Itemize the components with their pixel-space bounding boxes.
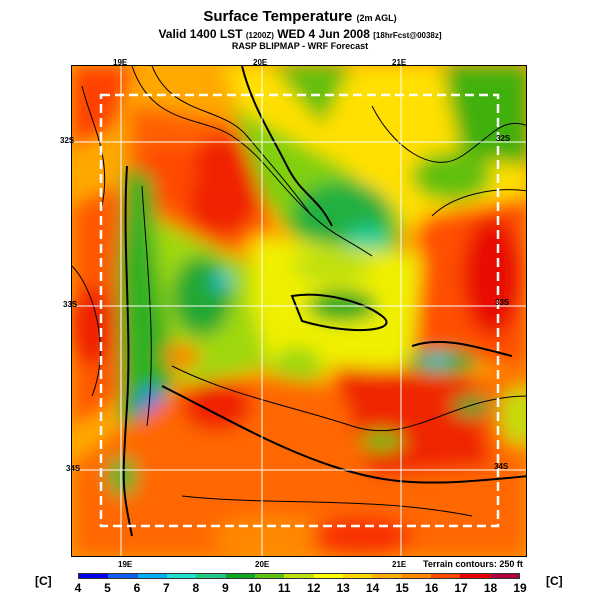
color-scale-tick-label: 7 <box>163 581 170 595</box>
lon-label-bottom: 19E <box>118 560 133 569</box>
lat-label-left: 34S <box>66 464 81 473</box>
color-scale-tick-label: 14 <box>365 581 380 595</box>
lat-label-right: 32S <box>496 134 511 143</box>
color-scale-swatch <box>225 574 255 578</box>
color-scale-tick-label: 17 <box>454 581 468 595</box>
color-scale-swatch <box>284 574 314 578</box>
map-title: Surface Temperature (2m AGL) <box>0 8 600 25</box>
color-scale-swatch <box>372 574 402 578</box>
lat-lon-grid <box>72 66 526 556</box>
valid-utc: (1200Z) <box>245 31 274 40</box>
title-suffix: (2m AGL) <box>356 13 397 23</box>
color-scale-tick-label: 16 <box>424 581 439 595</box>
forecast-tag: [18hrFcst@0038z] <box>373 31 442 40</box>
color-scale-tick-label: 15 <box>395 581 409 595</box>
color-scale-tick-label: 19 <box>513 581 527 595</box>
color-scale-tick-label: 6 <box>133 581 141 595</box>
color-scale-swatch <box>196 574 226 578</box>
color-scale-tick-label: 12 <box>307 581 321 595</box>
color-scale-swatch <box>430 574 461 578</box>
color-scale-swatch <box>460 574 490 578</box>
color-scale-tick-label: 10 <box>248 581 262 595</box>
temperature-map <box>71 65 527 557</box>
subtitle: RASP BLIPMAP - WRF Forecast <box>231 41 369 51</box>
color-scale-swatch <box>79 574 109 578</box>
valid-time: Valid 1400 LST (1200Z) WED 4 Jun 2008 [1… <box>0 27 600 41</box>
lon-label-top: 21E <box>392 58 407 67</box>
lon-label-bottom: 21E <box>392 560 407 569</box>
color-scale-swatch <box>401 574 431 578</box>
color-scale-bar <box>78 573 520 579</box>
terrain-contour-note: Terrain contours: 250 ft <box>423 559 523 569</box>
color-scale-tick-label: 9 <box>221 581 229 595</box>
color-scale-swatch <box>342 574 373 578</box>
color-scale-tick-label: 4 <box>74 581 82 595</box>
terrain-contours <box>72 66 526 537</box>
color-scale-swatch <box>313 574 343 578</box>
lon-label-top: 19E <box>113 58 128 67</box>
lat-label-left: 32S <box>60 136 75 145</box>
unit-label-left: [C] <box>35 574 52 588</box>
color-scale-tick-label: 13 <box>336 581 350 595</box>
unit-label-right: [C] <box>546 574 563 588</box>
inner-domain-box <box>99 93 500 528</box>
color-scale-swatch <box>254 574 285 578</box>
color-scale-swatch <box>166 574 197 578</box>
lon-label-bottom: 20E <box>255 560 270 569</box>
color-scale-tick-label: 5 <box>104 581 111 595</box>
color-scale-tick-label: 8 <box>192 581 200 595</box>
color-scale-swatch <box>108 574 138 578</box>
lon-label-top: 20E <box>253 58 268 67</box>
color-scale-swatch <box>137 574 167 578</box>
valid-date: WED 4 Jun 2008 <box>277 27 370 41</box>
lat-label-right: 33S <box>495 298 510 307</box>
title-text: Surface Temperature <box>203 8 353 25</box>
temperature-field <box>72 66 526 556</box>
lat-label-left: 33S <box>63 300 78 309</box>
valid-line: Valid 1400 LST <box>158 27 243 41</box>
lat-label-right: 34S <box>494 462 509 471</box>
color-scale-tick-label: 18 <box>483 581 498 595</box>
color-scale-tick-label: 11 <box>277 581 291 595</box>
color-scale-swatch <box>489 574 519 578</box>
